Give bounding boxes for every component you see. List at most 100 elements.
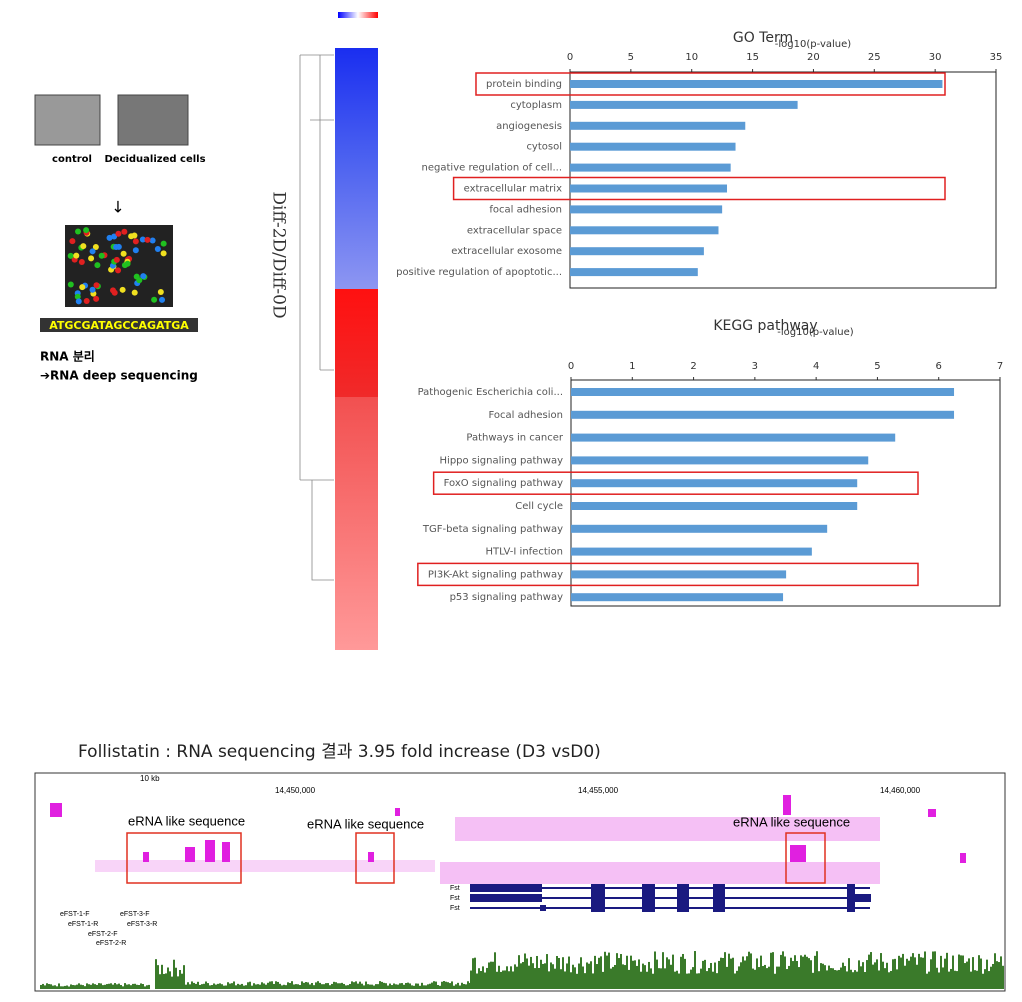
coverage-bar: [484, 972, 486, 989]
coverage-bar: [401, 983, 403, 989]
coverage-bar: [512, 971, 514, 989]
coverage-bar: [373, 985, 375, 989]
category-label: focal adhesion: [489, 204, 562, 215]
coverage-bar: [379, 981, 381, 989]
color-scale: [338, 12, 378, 18]
primer: eFST-2-R: [96, 940, 126, 947]
category-label: cytoplasm: [510, 100, 562, 111]
coverage-bar: [848, 958, 850, 989]
coverage-bar: [124, 983, 126, 989]
coverage-bar: [163, 973, 165, 989]
coverage-bar: [257, 984, 259, 989]
coverage-bar: [395, 984, 397, 989]
coverage-bar: [42, 983, 44, 989]
coverage-bar: [670, 964, 672, 989]
coverage-bar: [544, 963, 546, 989]
coverage-bar: [830, 968, 832, 989]
dot: [132, 238, 139, 245]
coverage-bar: [930, 959, 932, 989]
coverage-bar: [648, 961, 650, 989]
coverage-bar: [514, 964, 516, 989]
coverage-bar: [1000, 956, 1002, 989]
coverage-bar: [912, 953, 914, 989]
coverage-bar: [568, 956, 570, 989]
coverage-bar: [934, 951, 936, 989]
coverage-bar: [532, 963, 534, 989]
heatmap: [335, 48, 378, 650]
coverage-bar: [167, 967, 169, 989]
dot: [88, 255, 95, 262]
coverage-bar: [211, 985, 213, 989]
coverage-bar: [892, 959, 894, 989]
coverage-bar: [112, 984, 114, 989]
plot-frame: [569, 71, 997, 289]
coverage-bar: [856, 971, 858, 989]
coverage-bar: [614, 964, 616, 989]
x-tick-label: 0: [568, 361, 574, 372]
coverage-bar: [161, 964, 163, 989]
category-label: cytosol: [526, 142, 562, 153]
dot: [83, 297, 90, 304]
coverage-bar: [768, 966, 770, 989]
bar: [571, 524, 828, 533]
dot: [160, 240, 167, 247]
coverage-bar: [341, 982, 343, 989]
coverage-bar: [828, 965, 830, 989]
x-tick-label: 5: [628, 52, 634, 63]
category-label: positive regulation of apoptotic...: [396, 267, 562, 278]
primer: eFST-1-R: [68, 921, 98, 928]
category-label: protein binding: [486, 79, 562, 90]
coverage-bar: [325, 983, 327, 989]
coverage-bar: [952, 955, 954, 989]
dot: [131, 289, 138, 296]
coverage-bar: [52, 985, 54, 989]
coverage-bar: [259, 984, 261, 989]
coverage-bar: [155, 959, 157, 989]
bar: [571, 547, 812, 556]
coverage-bar: [988, 971, 990, 989]
coverage-bar: [888, 972, 890, 989]
coverage-bar: [794, 955, 796, 989]
coverage-bar: [894, 958, 896, 989]
coverage-bar: [355, 981, 357, 989]
coverage-bar: [451, 981, 453, 989]
coverage-bar: [391, 985, 393, 989]
dot: [144, 236, 151, 243]
coverage-bar: [199, 984, 201, 989]
coverage-bar: [586, 962, 588, 989]
coverage-bar: [778, 966, 780, 989]
decidualized-image: [117, 94, 189, 146]
coverage-bar: [423, 985, 425, 989]
coverage-bar: [261, 982, 263, 989]
coverage-bar: [281, 985, 283, 989]
coverage-bar: [345, 985, 347, 989]
microarray: [65, 225, 173, 307]
coverage-bar: [750, 953, 752, 989]
coverage-bar: [64, 985, 66, 989]
coverage-bar: [86, 983, 88, 989]
coverage-bar: [860, 966, 862, 989]
array-dots: [67, 227, 167, 305]
coverage-bar: [998, 962, 1000, 989]
coverage-bar: [217, 983, 219, 989]
coverage-bar: [114, 983, 116, 989]
coverage-bar: [920, 957, 922, 989]
coverage-bar: [381, 981, 383, 989]
coverage-bar: [233, 981, 235, 989]
coverage-bar: [323, 984, 325, 989]
dot: [120, 250, 127, 257]
coverage-bar: [480, 971, 482, 989]
coverage-bar: [443, 981, 445, 989]
coverage-bar: [88, 984, 90, 989]
annotation: eRNA like sequence: [307, 816, 424, 831]
coverage-bar: [249, 981, 251, 989]
dot: [89, 248, 96, 255]
category-label: Hippo signaling pathway: [440, 455, 564, 466]
coverage-bar: [191, 981, 193, 989]
coverage-bar: [197, 981, 199, 989]
coverage-bar: [275, 981, 277, 989]
dot: [121, 228, 128, 235]
coverage-bar: [221, 984, 223, 989]
dot: [139, 236, 146, 243]
